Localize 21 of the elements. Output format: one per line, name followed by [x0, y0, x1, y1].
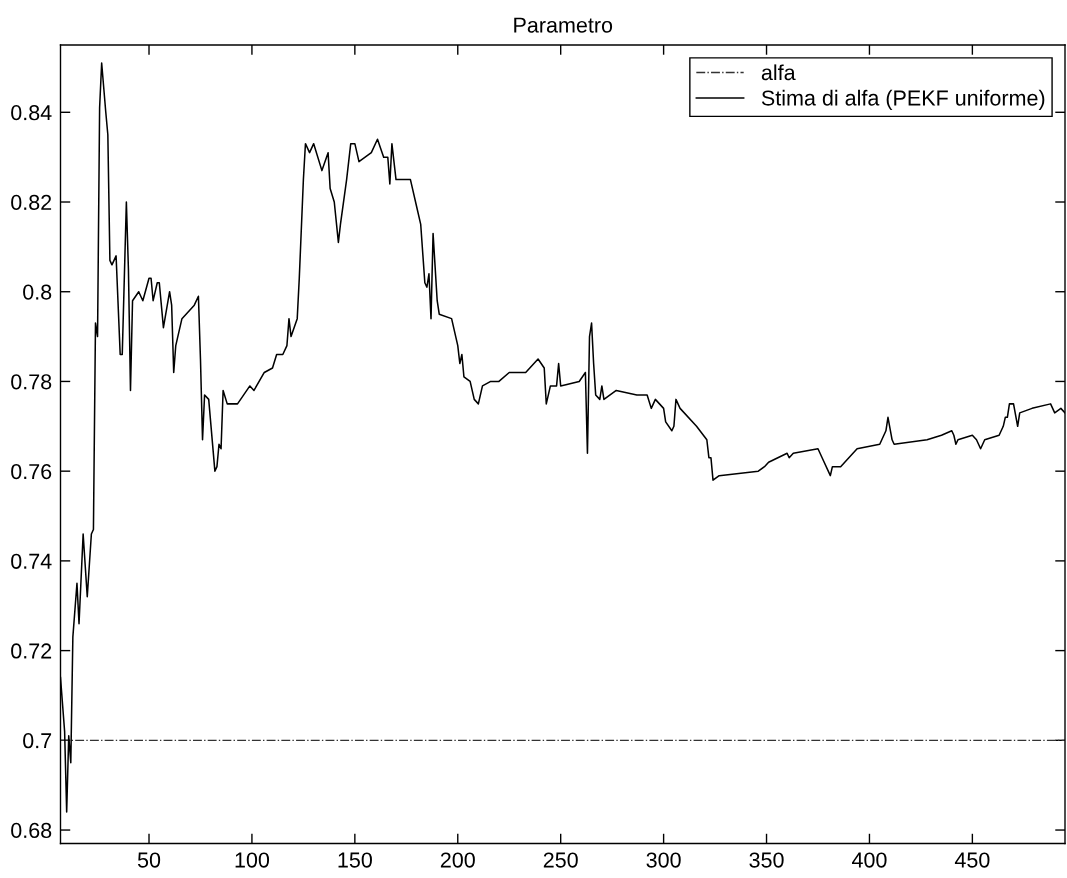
x-tick-label: 300 [646, 852, 681, 868]
legend-label: Stima di alfa (PEKF uniforme) [761, 89, 1045, 110]
y-tick-label: 0.78 [11, 374, 52, 390]
legend-label: alfa [761, 64, 796, 81]
x-tick-label: 50 [137, 852, 161, 868]
x-tick-label: 350 [749, 852, 784, 868]
y-tick-label: 0.7 [23, 733, 52, 749]
y-tick-label: 0.8 [23, 284, 52, 300]
y-tick-label: 0.76 [11, 463, 52, 480]
y-tick-label: 0.84 [11, 105, 52, 121]
chart-title: Parametro [514, 17, 613, 33]
x-tick-label: 200 [440, 852, 475, 868]
x-tick-label: 250 [543, 852, 578, 868]
y-tick-label: 0.72 [11, 643, 52, 659]
y-tick-label: 0.82 [11, 194, 52, 211]
x-tick-label: 450 [954, 852, 990, 868]
x-tick-label: 400 [851, 852, 887, 868]
y-tick-label: 0.74 [11, 553, 52, 569]
x-tick-label: 150 [338, 852, 372, 868]
y-tick-label: 0.68 [11, 822, 52, 839]
x-tick-label: 100 [235, 852, 270, 868]
